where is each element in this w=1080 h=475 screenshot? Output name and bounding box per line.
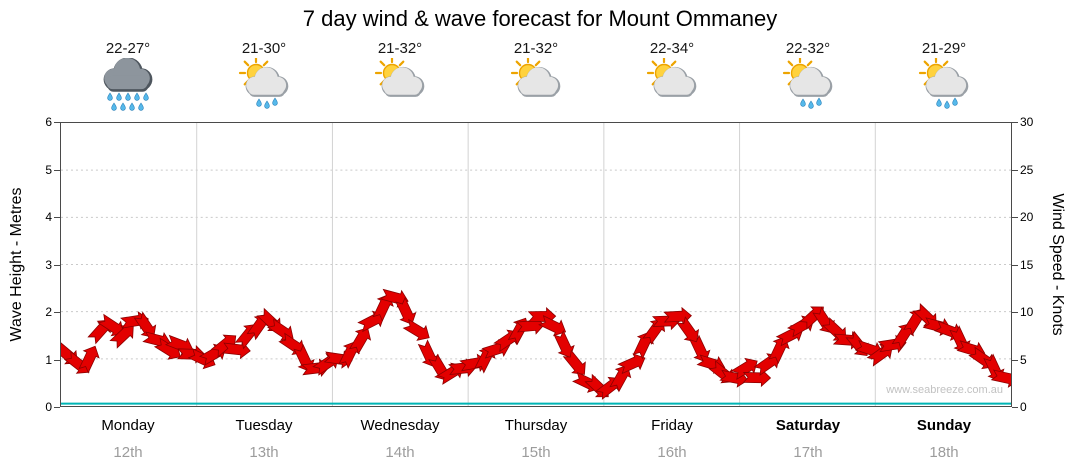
left-tick-mark: [54, 312, 60, 313]
left-tick-mark: [54, 217, 60, 218]
day-name: Monday: [101, 417, 155, 434]
day-icon-slot: [604, 55, 740, 118]
day-icon-slot: [468, 55, 604, 118]
right-tick-label: 0: [1020, 400, 1027, 414]
day-temp: 22-32°: [785, 40, 831, 57]
day-name: Tuesday: [235, 417, 293, 434]
day-date: 16th: [657, 444, 687, 461]
left-tick-label: 0: [45, 400, 52, 414]
day-date: 15th: [521, 444, 551, 461]
day-temp: 21-32°: [377, 40, 423, 57]
right-tick-label: 20: [1020, 210, 1034, 224]
day-name: Wednesday: [360, 417, 440, 434]
right-tick-mark: [1012, 169, 1018, 171]
right-tick-mark: [1012, 264, 1018, 266]
weather-icon-sun-cloud: [510, 55, 561, 97]
day-name: Saturday: [775, 417, 841, 434]
right-tick-mark: [1012, 122, 1018, 123]
weather-icon-sun-cloud: [374, 55, 425, 97]
day-date: 17th: [793, 444, 823, 461]
right-tick-mark: [1012, 312, 1018, 313]
left-tick-mark: [54, 359, 60, 361]
left-tick-label: 3: [45, 257, 52, 272]
day-temp: 21-30°: [241, 40, 287, 57]
right-tick-mark: [1012, 359, 1018, 361]
right-tick-mark: [1012, 407, 1018, 408]
left-tick-label: 4: [45, 210, 52, 224]
weather-icon-sun-cloud-rain: [918, 55, 969, 109]
right-tick-label: 5: [1020, 352, 1027, 367]
left-tick-mark: [54, 407, 60, 408]
right-tick-label: 25: [1020, 162, 1034, 177]
day-date: 12th: [113, 444, 143, 461]
day-icon-slot: [332, 55, 468, 118]
day-temp: 22-34°: [649, 40, 695, 57]
right-tick-mark: [1012, 217, 1018, 218]
day-temp: 21-32°: [513, 40, 559, 57]
day-name: Friday: [651, 417, 693, 434]
day-icon-slot: [196, 55, 332, 118]
day-date: 13th: [249, 444, 279, 461]
left-tick-label: 2: [45, 305, 52, 319]
day-icon-slot: [740, 55, 876, 118]
plot-area: www.seabreeze.com.au: [60, 122, 1012, 407]
weather-icon-sun-cloud: [646, 55, 697, 97]
weather-icon-sun-cloud-rain: [782, 55, 833, 109]
day-name: Sunday: [916, 417, 972, 434]
day-date: 18th: [929, 444, 959, 461]
left-tick-label: 6: [45, 115, 52, 129]
weather-icon-sun-cloud-rain: [238, 55, 289, 109]
left-tick-mark: [54, 264, 60, 266]
left-tick-label: 1: [45, 352, 52, 367]
day-temp: 22-27°: [105, 40, 151, 57]
wind-wave-chart: [61, 123, 1011, 406]
right-tick-label: 10: [1020, 305, 1034, 319]
right-tick-label: 15: [1020, 257, 1034, 272]
day-temp: 21-29°: [921, 40, 967, 57]
left-tick-label: 5: [45, 162, 52, 177]
left-tick-mark: [54, 122, 60, 123]
weather-icon-rain: [103, 57, 153, 111]
watermark: www.seabreeze.com.au: [886, 384, 1003, 396]
day-icon-slot: [876, 55, 1012, 118]
left-tick-mark: [54, 169, 60, 171]
day-date: 14th: [385, 444, 415, 461]
day-name: Thursday: [504, 417, 568, 434]
right-tick-label: 30: [1020, 115, 1034, 129]
chart-title: 7 day wind & wave forecast for Mount Omm…: [302, 6, 778, 31]
day-icon-slot: [60, 57, 196, 118]
